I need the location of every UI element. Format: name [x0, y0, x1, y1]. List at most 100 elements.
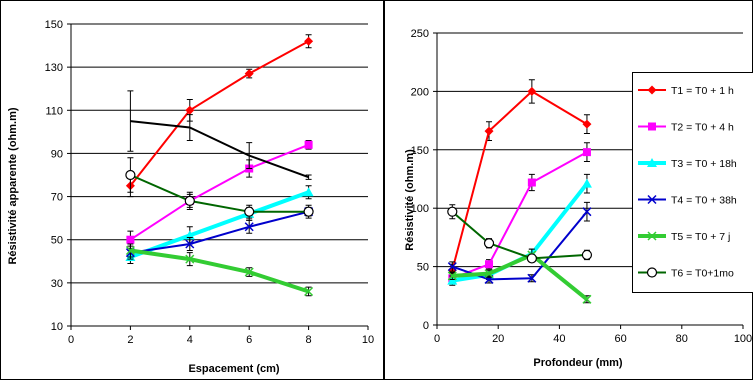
left-error-bar [127, 90, 134, 152]
left-data-point [244, 206, 255, 217]
left-series-line [130, 248, 310, 294]
legend-label: T5 = T0 + 7 j [671, 231, 730, 243]
left-data-point [303, 187, 314, 197]
left-axes [67, 23, 369, 330]
left-y-tick-label: 10 [51, 321, 63, 333]
left-series-line [130, 174, 309, 213]
right-data-point [527, 273, 537, 283]
legend: T1 = T0 + 1 h T2 = T0 + 4 h T3 = T0 + 18h T… [632, 72, 753, 293]
left-series-line [129, 143, 309, 241]
left-data-point [125, 169, 136, 181]
right-y-axis-title: Résistivité (ohm.m) [404, 149, 416, 251]
left-y-tick-label: 70 [51, 192, 63, 204]
left-x-axis-title: Espacement (cm) [188, 363, 279, 375]
left-y-tick-label: 50 [51, 235, 63, 247]
left-y-tick-label: 110 [45, 105, 63, 117]
right-series-line [452, 252, 589, 301]
right-data-point [527, 86, 537, 96]
right-data-point [526, 253, 537, 264]
right-data-point [485, 260, 494, 269]
right-data-point [582, 207, 592, 217]
right-data-point [582, 148, 591, 157]
left-series-7 [127, 90, 312, 180]
legend-marker [648, 122, 656, 131]
right-x-tick-label: 20 [492, 333, 504, 345]
left-data-point [303, 206, 314, 217]
right-data-point [447, 206, 458, 217]
right-x-tick-label: 40 [553, 333, 565, 345]
left-y-tick-label: 130 [45, 62, 63, 74]
legend-item: T4 = T0 + 38h [638, 195, 737, 207]
right-series-5 [447, 248, 592, 304]
left-x-tick-label: 0 [68, 334, 74, 346]
left-data-point [185, 239, 195, 249]
right-data-point [484, 126, 494, 136]
right-data-point [581, 249, 593, 261]
left-gridlines [71, 23, 368, 327]
left-data-point [304, 36, 314, 46]
left-y-tick-label: 30 [51, 278, 63, 290]
left-data-point [304, 140, 313, 149]
left-y-tick-label: 150 [45, 19, 63, 31]
legend-item: T1 = T0 + 1 h [638, 85, 734, 97]
left-data-point [125, 245, 135, 256]
legend-item: T5 = T0 + 7 j [638, 231, 730, 243]
left-data-point [244, 69, 254, 79]
legend-item: T6 = T0+1mo [638, 267, 734, 280]
legend-label: T1 = T0 + 1 h [671, 85, 734, 97]
left-series-line [129, 40, 310, 187]
legend-label: T3 = T0 + 18h [671, 158, 737, 170]
legend-marker [647, 231, 657, 241]
right-x-tick-label: 0 [434, 333, 440, 345]
left-chart-frame [0, 0, 384, 380]
left-series-line [130, 210, 309, 254]
legend-item: T2 = T0 + 4 h [638, 122, 734, 134]
left-x-tick-label: 10 [362, 334, 374, 346]
right-y-tick-label: 150 [411, 145, 429, 157]
right-axes [433, 32, 744, 329]
left-tick-labels: 10 30 50 70 90 110 130 150 0 2 4 6 8 10 [45, 19, 374, 346]
left-series-line [129, 190, 310, 259]
left-series-6 [125, 157, 314, 219]
left-x-tick-label: 4 [187, 334, 193, 346]
left-data-point [304, 286, 314, 297]
left-chart: 10 30 50 70 90 110 130 150 0 2 4 6 8 10 Espacement (c… [7, 19, 374, 375]
left-y-tick-label: 90 [51, 148, 63, 160]
right-x-tick-label: 100 [734, 333, 752, 345]
right-series-line [451, 90, 588, 271]
legend-item: T3 = T0 + 18h [638, 158, 737, 170]
left-x-tick-label: 8 [306, 334, 312, 346]
right-series-line [451, 210, 587, 260]
right-series-line [451, 151, 588, 280]
right-y-tick-label: 100 [411, 203, 429, 215]
right-x-axis-title: Profondeur (mm) [533, 357, 623, 369]
right-y-tick-label: 0 [423, 320, 429, 332]
right-data-point [447, 262, 457, 272]
right-series-6 [447, 204, 593, 264]
left-series-group [125, 34, 314, 297]
legend-marker [647, 158, 657, 167]
legend-label: T4 = T0 + 38h [671, 195, 737, 207]
left-data-point [184, 195, 195, 206]
left-data-point [185, 105, 195, 115]
right-series-2 [448, 142, 591, 284]
right-data-point [484, 269, 494, 279]
right-chart: 0 50 100 150 200 250 0 20 40 60 80 100 Profondeur (… [404, 28, 752, 369]
left-x-tick-label: 6 [246, 334, 252, 346]
right-y-tick-label: 200 [411, 86, 429, 98]
right-x-tick-label: 80 [676, 333, 688, 345]
right-data-point [483, 238, 495, 249]
left-series-1 [125, 34, 314, 198]
right-x-tick-label: 60 [614, 333, 626, 345]
left-data-point [185, 254, 195, 264]
right-data-point [581, 178, 592, 188]
left-y-axis-title: Résistivité apparente (ohm.m) [7, 107, 19, 264]
right-data-point [447, 275, 458, 285]
left-data-point [126, 235, 135, 244]
left-series-line [130, 120, 309, 179]
legend-marker [647, 85, 657, 95]
left-data-point [244, 267, 254, 277]
legend-label: T6 = T0+1mo [671, 268, 734, 280]
legend-label: T2 = T0 + 4 h [671, 122, 734, 134]
